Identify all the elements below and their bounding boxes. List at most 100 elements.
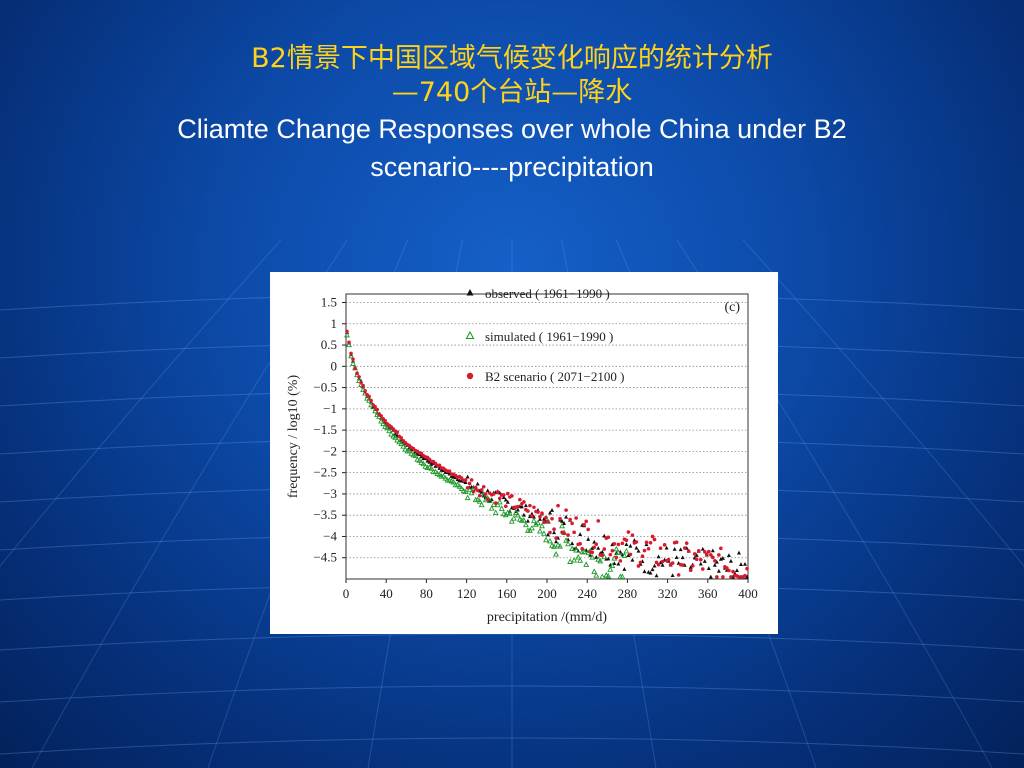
observed-point [656,554,661,559]
simulated-point [547,537,553,544]
b2-point [640,554,645,559]
observed-point [481,493,486,498]
b2-point [473,485,478,490]
simulated-point [408,450,415,456]
precipitation-frequency-chart: 1.5 1 0.5 0 −0.5 −1 −1.5 −2 −2.5 −3 −3.5 −4 −4.5 0 40 8… [286,286,758,625]
bg-latitude-line [0,737,1024,755]
slide-title: B2情景下中国区域气候变化响应的统计分析 —740个台站—降水 Cliamte … [0,42,1024,186]
b2-point [518,497,522,502]
b2-point [684,541,689,545]
observed-point [664,545,669,550]
simulated-point [382,423,389,429]
simulated-point [567,558,574,564]
simulated-point [526,527,533,533]
b2-point [349,351,353,356]
b2-point [590,550,595,555]
b2-point [528,503,532,508]
b2-point [572,530,576,535]
legend-label: observed ( 1961−1990 ) [485,286,610,301]
observed-point [600,549,605,554]
simulated-point [506,510,513,516]
legend-label: simulated ( 1961−1990 ) [485,329,613,344]
observed-point [523,503,528,508]
b2-point [546,520,550,524]
plot-frame [345,293,749,580]
b2-point [570,521,574,526]
b2-point [700,567,705,571]
observed-point [658,560,663,565]
simulated-point [496,498,503,505]
observed-point [590,546,595,550]
simulated-point [494,501,501,508]
b2-point [626,530,631,534]
b2-point [670,561,675,565]
y-tick-label: −4.5 [313,550,337,565]
b2-point [592,545,597,550]
b2-point [503,504,508,509]
observed-point [525,518,530,523]
observed-point [680,555,685,560]
x-tick-label: 40 [380,586,393,601]
simulated-point [589,554,596,560]
b2-point [481,484,486,489]
b2-point [383,418,387,423]
x-tick-label: 240 [577,586,597,601]
simulated-point [488,505,495,511]
x-axis-label: precipitation /(mm/d) [487,610,607,625]
simulated-point [478,501,485,508]
observed-point [706,566,711,570]
b2-point [359,380,363,385]
observed-point [501,495,506,499]
b2-point [566,533,570,537]
simulated-point [364,395,371,401]
simulated-point [575,553,582,560]
simulated-point [563,537,570,543]
simulated-point [520,517,527,523]
observed-point [503,497,508,502]
observed-point [465,474,470,479]
observed-point [708,574,713,579]
b2-point [548,530,552,535]
b2-point [353,366,357,371]
observed-point [628,543,633,548]
b2-point [469,478,474,482]
observed-point [485,488,490,493]
observed-point [562,521,567,525]
simulated-point [577,557,584,563]
simulated-point [402,446,409,452]
b2-point [554,536,558,540]
b2-point [584,519,588,524]
simulated-point [597,557,604,564]
observed-point [742,561,747,566]
b2-point [686,549,691,553]
simulated-point [396,438,403,445]
chart-panel: 1.5 1 0.5 0 −0.5 −1 −1.5 −2 −2.5 −3 −3.5 −4 −4.5 0 40 8… [270,272,778,634]
b2-point [355,371,359,376]
title-en-line1: Cliamte Change Responses over whole Chin… [177,114,847,144]
observed-point [570,541,575,546]
panel-label: (c) [724,300,740,315]
bg-latitude-line [0,633,1024,651]
observed-point [626,553,631,557]
b2-point [475,488,480,493]
b2-point [345,329,349,334]
bg-longitude-line [0,239,282,567]
b2-point [612,542,617,546]
b2-point [696,548,701,553]
observed-point [710,548,715,553]
b2-point [558,516,562,521]
observed-point [419,454,424,459]
title-zh-line1: B2情景下中国区域气候变化响应的统计分析 [251,43,773,74]
simulated-point [346,341,352,348]
b2-point [367,394,371,399]
observed-point [505,499,510,504]
b2-point [725,566,729,570]
b2-point [717,553,721,557]
simulated-point [474,496,481,503]
b2-point [616,542,621,547]
observed-point [648,570,653,575]
b2-point [610,548,615,553]
x-tick-label: 80 [420,586,433,601]
b2-point [709,553,713,557]
b2-point [538,514,542,519]
